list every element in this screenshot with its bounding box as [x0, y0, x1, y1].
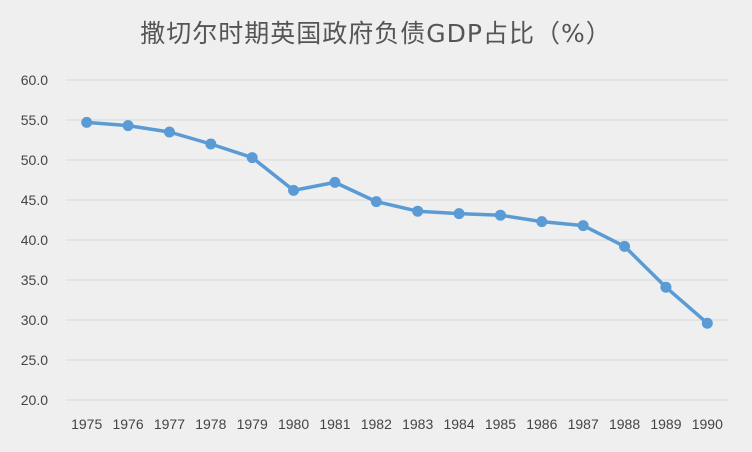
y-tick-label: 55.0 — [21, 112, 48, 128]
y-tick-label: 40.0 — [21, 232, 48, 248]
data-point-1980 — [288, 184, 300, 196]
x-tick-label: 1981 — [319, 416, 350, 432]
y-tick-label: 45.0 — [21, 192, 48, 208]
x-tick-label: 1982 — [361, 416, 392, 432]
data-point-1988 — [619, 240, 631, 252]
y-tick-label: 25.0 — [21, 352, 48, 368]
x-tick-label: 1984 — [443, 416, 474, 432]
data-point-1987 — [577, 220, 589, 232]
x-tick-label: 1980 — [278, 416, 309, 432]
chart-title: 撒切尔时期英国政府负债GDP占比（%） — [140, 19, 612, 48]
x-tick-label: 1989 — [650, 416, 681, 432]
x-tick-label: 1979 — [237, 416, 268, 432]
data-point-1979 — [246, 152, 258, 164]
data-point-1983 — [412, 205, 424, 217]
data-point-1986 — [536, 216, 548, 228]
data-point-1976 — [122, 120, 134, 132]
data-point-1989 — [660, 281, 672, 293]
data-point-1981 — [329, 176, 341, 188]
data-point-1978 — [205, 138, 217, 150]
y-tick-label: 50.0 — [21, 152, 48, 168]
y-tick-label: 35.0 — [21, 272, 48, 288]
x-tick-label: 1978 — [195, 416, 226, 432]
x-tick-label: 1988 — [609, 416, 640, 432]
x-tick-label: 1975 — [71, 416, 102, 432]
x-tick-label: 1976 — [112, 416, 143, 432]
x-tick-label: 1990 — [692, 416, 723, 432]
y-tick-label: 60.0 — [21, 72, 48, 88]
data-point-1985 — [494, 209, 506, 221]
data-point-1977 — [163, 126, 175, 138]
x-tick-label: 1985 — [485, 416, 516, 432]
data-point-1982 — [370, 196, 382, 208]
x-tick-label: 1977 — [154, 416, 185, 432]
data-point-1990 — [701, 317, 713, 329]
series-line — [84, 120, 710, 325]
data-point-1984 — [453, 208, 465, 220]
y-tick-label: 30.0 — [21, 312, 48, 328]
y-tick-label: 20.0 — [21, 392, 48, 408]
data-point-1975 — [81, 116, 93, 128]
x-tick-label: 1986 — [526, 416, 557, 432]
x-tick-label: 1983 — [402, 416, 433, 432]
x-tick-label: 1987 — [568, 416, 599, 432]
